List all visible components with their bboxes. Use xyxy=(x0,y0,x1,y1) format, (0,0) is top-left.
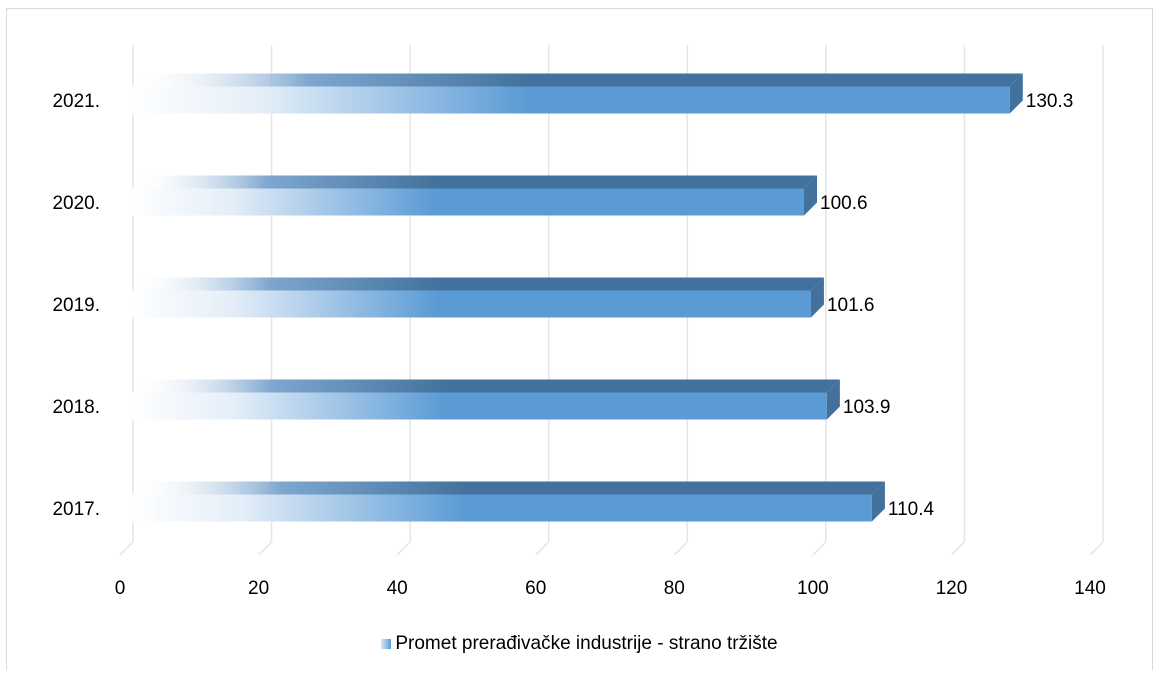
gridline-foot xyxy=(673,541,688,556)
x-tick-label: 40 xyxy=(387,578,408,599)
legend-swatch xyxy=(381,638,392,649)
x-tick-label: 80 xyxy=(664,578,685,599)
data-label: 100.6 xyxy=(820,193,868,214)
bar xyxy=(130,188,805,216)
bar-top xyxy=(130,379,840,393)
x-tick-label: 100 xyxy=(797,578,829,599)
chart-frame xyxy=(6,8,1153,670)
labels: 0 20 40 60 80 100 120 140 2017. 110.4 2018. 103.9 20… xyxy=(52,91,1105,599)
data-label: 101.6 xyxy=(827,295,875,316)
bar-top xyxy=(130,73,1023,87)
bar xyxy=(130,392,827,420)
bar-side xyxy=(810,277,824,318)
x-tick-label: 140 xyxy=(1074,578,1106,599)
bar xyxy=(130,494,872,522)
data-label: 130.3 xyxy=(1026,91,1074,112)
gridline-foot xyxy=(535,541,550,556)
bar-top xyxy=(130,175,818,189)
x-tick-label: 60 xyxy=(525,578,546,599)
bar xyxy=(130,86,1010,114)
bars xyxy=(130,73,1023,522)
bar-top xyxy=(130,277,824,291)
x-tick-label: 120 xyxy=(936,578,968,599)
category-label: 2020. xyxy=(52,193,100,214)
bar-side xyxy=(871,481,885,522)
x-tick-label: 0 xyxy=(115,578,126,599)
bar-side xyxy=(826,379,840,420)
legend-label: Promet prerađivačke industrije - strano … xyxy=(395,633,778,654)
gridline-foot xyxy=(1089,541,1104,556)
gridline-foot xyxy=(950,541,965,556)
gridline-foot xyxy=(396,541,411,556)
data-label: 110.4 xyxy=(888,499,935,520)
gridline-foot xyxy=(812,541,827,556)
bar-side xyxy=(804,175,818,216)
x-tick-label: 20 xyxy=(248,578,269,599)
data-label: 103.9 xyxy=(843,397,891,418)
category-label: 2021. xyxy=(52,91,100,112)
bar xyxy=(130,290,811,318)
category-label: 2018. xyxy=(52,397,100,418)
bar-top xyxy=(130,481,885,495)
legend: Promet prerađivačke industrije - strano … xyxy=(0,633,1159,655)
category-label: 2017. xyxy=(52,499,100,520)
bar-side xyxy=(1009,73,1023,114)
gridline-foot xyxy=(258,541,273,556)
category-label: 2019. xyxy=(52,295,100,316)
gridline-foot xyxy=(119,541,134,556)
